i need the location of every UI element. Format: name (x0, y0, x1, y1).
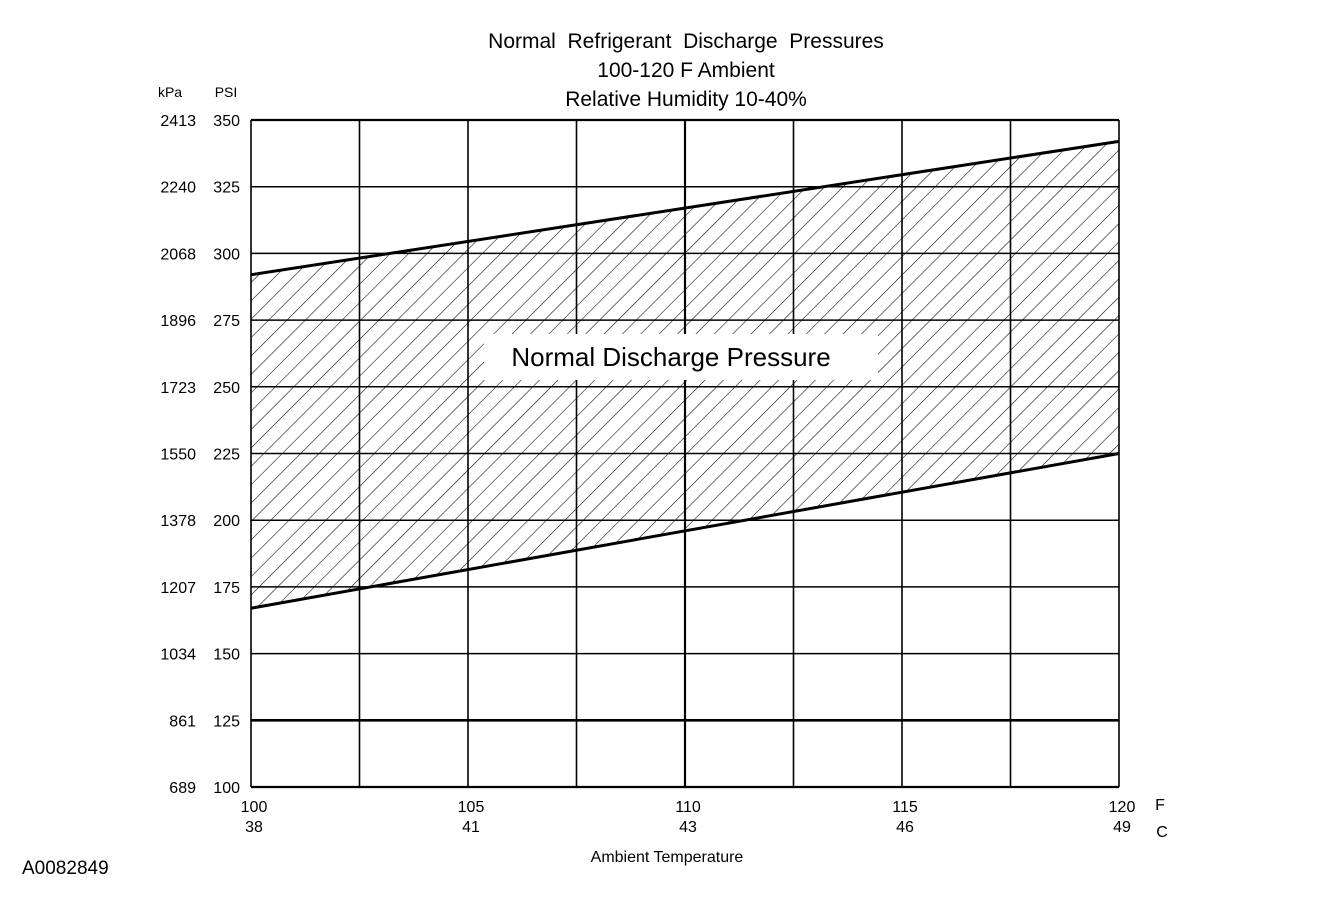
figure-id: A0082849 (22, 858, 109, 879)
band-upper-line (250, 139, 1120, 277)
y-tick-label: 350 (213, 113, 240, 130)
y-tick-label-secondary: 2413 (160, 113, 196, 130)
band-label: Normal Discharge Pressure (511, 342, 830, 372)
y-tick-label-secondary: 1034 (160, 647, 196, 664)
y-tick-label-secondary: 1378 (160, 513, 196, 530)
y-tick-label-secondary: 689 (169, 780, 196, 797)
y-tick-label: 325 (213, 180, 240, 197)
x-tick-label-secondary: 46 (896, 819, 914, 836)
y-tick-label-secondary: 1896 (160, 313, 196, 330)
y-tick-label: 100 (213, 780, 240, 797)
y-tick-label: 175 (213, 580, 240, 597)
x-tick-label-secondary: 41 (462, 819, 480, 836)
band-label-background (484, 334, 878, 380)
y-tick-label: 300 (213, 246, 240, 263)
x-tick-label: 115 (892, 799, 918, 816)
chart-title-line-2: 100-120 F Ambient (597, 59, 775, 82)
y-tick-label: 125 (213, 713, 240, 730)
y-tick-label-secondary: 1550 (160, 447, 196, 464)
y-tick-label-secondary: 2240 (160, 180, 196, 197)
x-tick-label: 105 (458, 799, 485, 816)
x-unit-primary: F (1155, 797, 1165, 814)
chart-title: Normal Refrigerant Discharge Pressures 1… (488, 30, 884, 111)
y-tick-label-secondary: 2068 (160, 246, 196, 263)
x-tick-label: 120 (1109, 799, 1136, 816)
y-tick-label: 250 (213, 380, 240, 397)
chart-title-line-3: Relative Humidity 10-40% (565, 88, 807, 111)
y-unit-secondary: kPa (158, 84, 182, 100)
x-tick-label: 110 (675, 799, 701, 816)
x-axis-ticks: 100 38 105 41 110 43 115 46 120 49 (241, 799, 1136, 836)
y-tick-label: 275 (213, 313, 240, 330)
x-tick-label-secondary: 49 (1113, 819, 1131, 836)
y-tick-label: 225 (213, 447, 240, 464)
y-tick-label: 200 (213, 513, 240, 530)
y-tick-label-secondary: 1207 (160, 580, 196, 597)
y-unit-primary: PSI (215, 84, 238, 100)
x-tick-label: 100 (241, 799, 268, 816)
y-tick-label-secondary: 1723 (160, 380, 196, 397)
y-tick-label-secondary: 861 (169, 713, 196, 730)
band-boundary-layer (250, 139, 1120, 610)
x-axis-label: Ambient Temperature (591, 849, 744, 866)
band-lower-line (250, 452, 1120, 610)
y-axis-ticks: 100 689 125 861 150 1034 175 1207 200 1378 225 1550… (160, 113, 240, 797)
x-unit-secondary: C (1156, 824, 1168, 841)
y-tick-label: 150 (213, 647, 240, 664)
x-tick-label-secondary: 43 (679, 819, 697, 836)
band-label-box: Normal Discharge Pressure (484, 334, 878, 380)
x-tick-label-secondary: 38 (245, 819, 263, 836)
chart-title-line-1: Normal Refrigerant Discharge Pressures (488, 30, 884, 53)
